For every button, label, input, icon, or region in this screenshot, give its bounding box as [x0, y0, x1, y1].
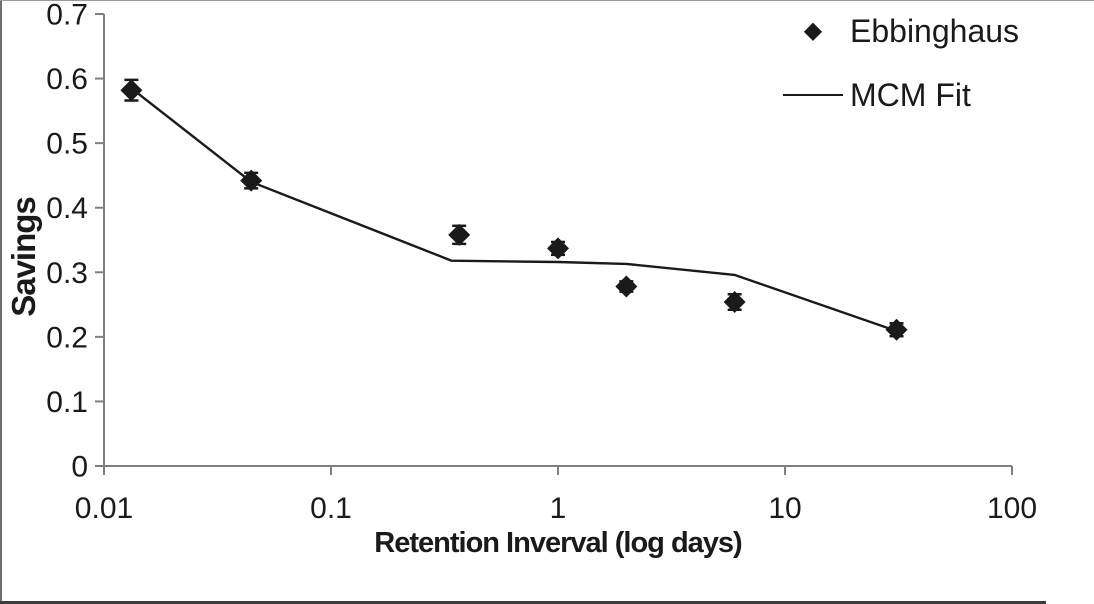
x-tick-label: 100 [987, 492, 1037, 525]
legend: ◆ Ebbinghaus MCM Fit [778, 8, 1078, 136]
frame-border-left [0, 0, 2, 604]
y-tick-label: 0.5 [46, 128, 88, 161]
frame-border-bottom [0, 601, 1046, 604]
data-point [120, 79, 143, 102]
y-tick-label: 0 [71, 451, 88, 484]
y-tick-label: 0.4 [46, 192, 88, 225]
legend-item-mcm-fit: MCM Fit [778, 72, 1078, 118]
data-point [448, 223, 471, 246]
x-tick-label: 1 [550, 492, 567, 525]
legend-label: MCM Fit [850, 76, 971, 113]
line-sample-icon [783, 94, 843, 96]
legend-item-ebbinghaus: ◆ Ebbinghaus [778, 8, 1078, 54]
y-tick-label: 0.1 [46, 386, 88, 419]
x-tick-label: 0.1 [310, 492, 352, 525]
y-tick-label: 0.3 [46, 257, 88, 290]
data-point [723, 290, 746, 313]
data-point [547, 237, 569, 260]
y-tick-label: 0.7 [46, 0, 88, 32]
y-axis-title: Savings [5, 197, 42, 317]
data-point [615, 275, 638, 298]
x-tick-label: 10 [768, 492, 801, 525]
frame-border-top [0, 0, 1094, 1]
x-axis-title: Retention Inverval (log days) [374, 527, 742, 559]
y-tick-label: 0.6 [46, 63, 88, 96]
mcm-fit-line [130, 87, 898, 333]
x-tick-label: 0.01 [75, 492, 133, 525]
diamond-marker-icon: ◆ [803, 17, 823, 44]
y-tick-label: 0.2 [46, 321, 88, 354]
legend-label: Ebbinghaus [850, 12, 1020, 49]
